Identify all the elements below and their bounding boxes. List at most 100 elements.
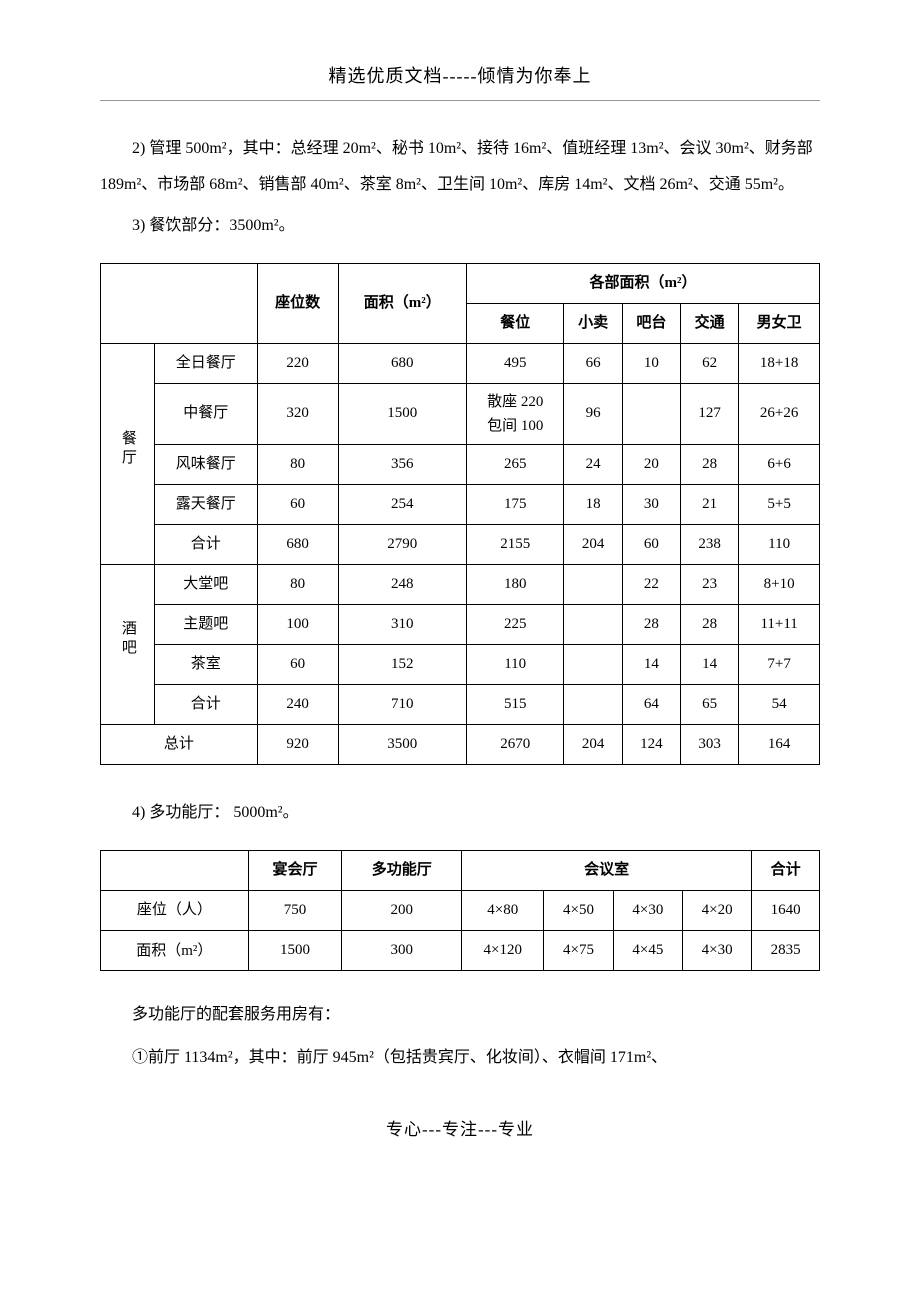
cell: 204 (564, 724, 622, 764)
cell: 240 (257, 684, 338, 724)
cell: 238 (680, 524, 738, 564)
header-parts: 各部面积（m²） (466, 263, 819, 303)
cell: 5+5 (739, 484, 820, 524)
cell-name: 合计 (154, 524, 257, 564)
cell-line1: 散座 220 (487, 394, 543, 410)
cell: 4×30 (613, 891, 682, 931)
cell: 10 (622, 343, 680, 383)
page-footer: 专心---专注---专业 (100, 1115, 820, 1146)
cell: 80 (257, 564, 338, 604)
header-canwei: 餐位 (466, 303, 563, 343)
cell: 180 (466, 564, 563, 604)
table-row: 酒吧 大堂吧 80 248 180 22 23 8+10 (101, 564, 820, 604)
cell: 680 (257, 524, 338, 564)
cell: 4×80 (462, 891, 544, 931)
group-bar-label: 酒吧 (114, 620, 141, 658)
table-row: 餐厅 全日餐厅 220 680 495 66 10 62 18+18 (101, 343, 820, 383)
cell-name: 主题吧 (154, 604, 257, 644)
table-row: 中餐厅 320 1500 散座 220包间 100 96 127 26+26 (101, 383, 820, 444)
cell: 2155 (466, 524, 563, 564)
row-label-area: 面积（m²） (101, 931, 249, 971)
header-seats: 座位数 (257, 263, 338, 343)
page-header: 精选优质文档-----倾情为你奉上 (100, 60, 820, 101)
multihall-table: 宴会厅 多功能厅 会议室 合计 座位（人） 750 200 4×80 4×50 … (100, 850, 820, 971)
cell: 4×45 (613, 931, 682, 971)
header-xiaomai: 小卖 (564, 303, 622, 343)
cell: 2790 (338, 524, 466, 564)
cell: 7+7 (739, 644, 820, 684)
cell: 110 (466, 644, 563, 684)
header-wc: 男女卫 (739, 303, 820, 343)
group-bar: 酒吧 (101, 564, 155, 724)
cell (622, 383, 680, 444)
cell: 254 (338, 484, 466, 524)
cell: 3500 (338, 724, 466, 764)
cell: 2835 (752, 931, 820, 971)
cell: 11+11 (739, 604, 820, 644)
group-restaurant-label: 餐厅 (114, 430, 141, 468)
cell: 64 (622, 684, 680, 724)
cell: 54 (739, 684, 820, 724)
cell: 65 (680, 684, 738, 724)
cell: 4×20 (683, 891, 752, 931)
cell (564, 604, 622, 644)
table-row: 总计 920 3500 2670 204 124 303 164 (101, 724, 820, 764)
cell: 18+18 (739, 343, 820, 383)
cell: 127 (680, 383, 738, 444)
header-area: 面积（m²） (338, 263, 466, 343)
cell: 1500 (338, 383, 466, 444)
cell: 28 (680, 444, 738, 484)
dining-table: 座位数 面积（m²） 各部面积（m²） 餐位 小卖 吧台 交通 男女卫 餐厅 全… (100, 263, 820, 765)
header-banquet: 宴会厅 (248, 851, 342, 891)
table-row: 合计 240 710 515 64 65 54 (101, 684, 820, 724)
cell: 30 (622, 484, 680, 524)
cell: 225 (466, 604, 563, 644)
table-header-row: 座位数 面积（m²） 各部面积（m²） (101, 263, 820, 303)
cell: 152 (338, 644, 466, 684)
cell-name: 全日餐厅 (154, 343, 257, 383)
cell: 303 (680, 724, 738, 764)
cell: 680 (338, 343, 466, 383)
cell: 28 (622, 604, 680, 644)
cell-name: 露天餐厅 (154, 484, 257, 524)
cell: 200 (342, 891, 462, 931)
cell: 265 (466, 444, 563, 484)
table-row: 风味餐厅 80 356 265 24 20 28 6+6 (101, 444, 820, 484)
table-header-row: 宴会厅 多功能厅 会议室 合计 (101, 851, 820, 891)
cell: 14 (622, 644, 680, 684)
cell-name: 中餐厅 (154, 383, 257, 444)
cell: 248 (338, 564, 466, 604)
cell: 515 (466, 684, 563, 724)
header-blank (101, 263, 258, 343)
table-row: 茶室 60 152 110 14 14 7+7 (101, 644, 820, 684)
table-row: 主题吧 100 310 225 28 28 11+11 (101, 604, 820, 644)
cell-name: 合计 (154, 684, 257, 724)
cell: 320 (257, 383, 338, 444)
table-row: 面积（m²） 1500 300 4×120 4×75 4×45 4×30 283… (101, 931, 820, 971)
cell-total: 总计 (101, 724, 258, 764)
header-jiaotong: 交通 (680, 303, 738, 343)
cell: 110 (739, 524, 820, 564)
header-blank (101, 851, 249, 891)
cell: 20 (622, 444, 680, 484)
cell: 100 (257, 604, 338, 644)
header-meeting: 会议室 (462, 851, 752, 891)
header-batai: 吧台 (622, 303, 680, 343)
table-row: 露天餐厅 60 254 175 18 30 21 5+5 (101, 484, 820, 524)
cell-name: 大堂吧 (154, 564, 257, 604)
cell: 24 (564, 444, 622, 484)
cell: 96 (564, 383, 622, 444)
cell: 220 (257, 343, 338, 383)
cell: 62 (680, 343, 738, 383)
cell: 28 (680, 604, 738, 644)
cell: 22 (622, 564, 680, 604)
cell: 8+10 (739, 564, 820, 604)
cell: 18 (564, 484, 622, 524)
cell: 4×30 (683, 931, 752, 971)
cell-name: 茶室 (154, 644, 257, 684)
cell (564, 564, 622, 604)
cell: 2670 (466, 724, 563, 764)
cell: 4×50 (544, 891, 613, 931)
table-row: 合计 680 2790 2155 204 60 238 110 (101, 524, 820, 564)
cell: 60 (257, 484, 338, 524)
